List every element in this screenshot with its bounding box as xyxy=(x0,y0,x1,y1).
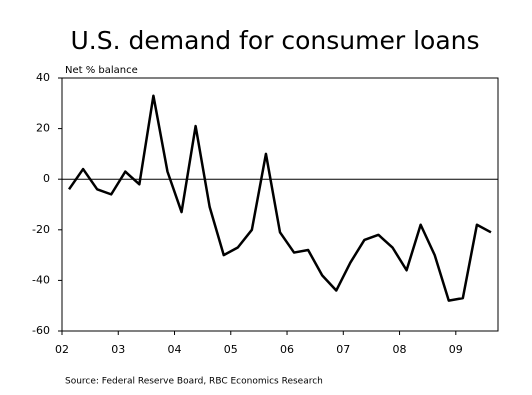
x-tick-label: 07 xyxy=(336,343,350,356)
x-tick-label: 04 xyxy=(168,343,182,356)
y-tick-label: 40 xyxy=(36,71,50,84)
data-line xyxy=(68,94,492,302)
y-tick-label: -40 xyxy=(32,273,50,286)
x-tick-label: 08 xyxy=(393,343,407,356)
x-tick-label: 02 xyxy=(55,343,69,356)
y-tick-label: -60 xyxy=(32,324,50,337)
chart-title: U.S. demand for consumer loans xyxy=(70,26,479,55)
plot-frame xyxy=(61,77,499,332)
x-tick-label: 06 xyxy=(280,343,294,356)
x-tick-label: 05 xyxy=(224,343,238,356)
x-tick-label: 03 xyxy=(111,343,125,356)
y-tick-label: -20 xyxy=(32,223,50,236)
y-tick-label: 0 xyxy=(43,172,50,185)
x-tick-label: 09 xyxy=(449,343,463,356)
y-tick-label: 20 xyxy=(36,122,50,135)
source-note: Source: Federal Reserve Board, RBC Econo… xyxy=(65,377,323,387)
y-axis-label: Net % balance xyxy=(65,65,138,76)
